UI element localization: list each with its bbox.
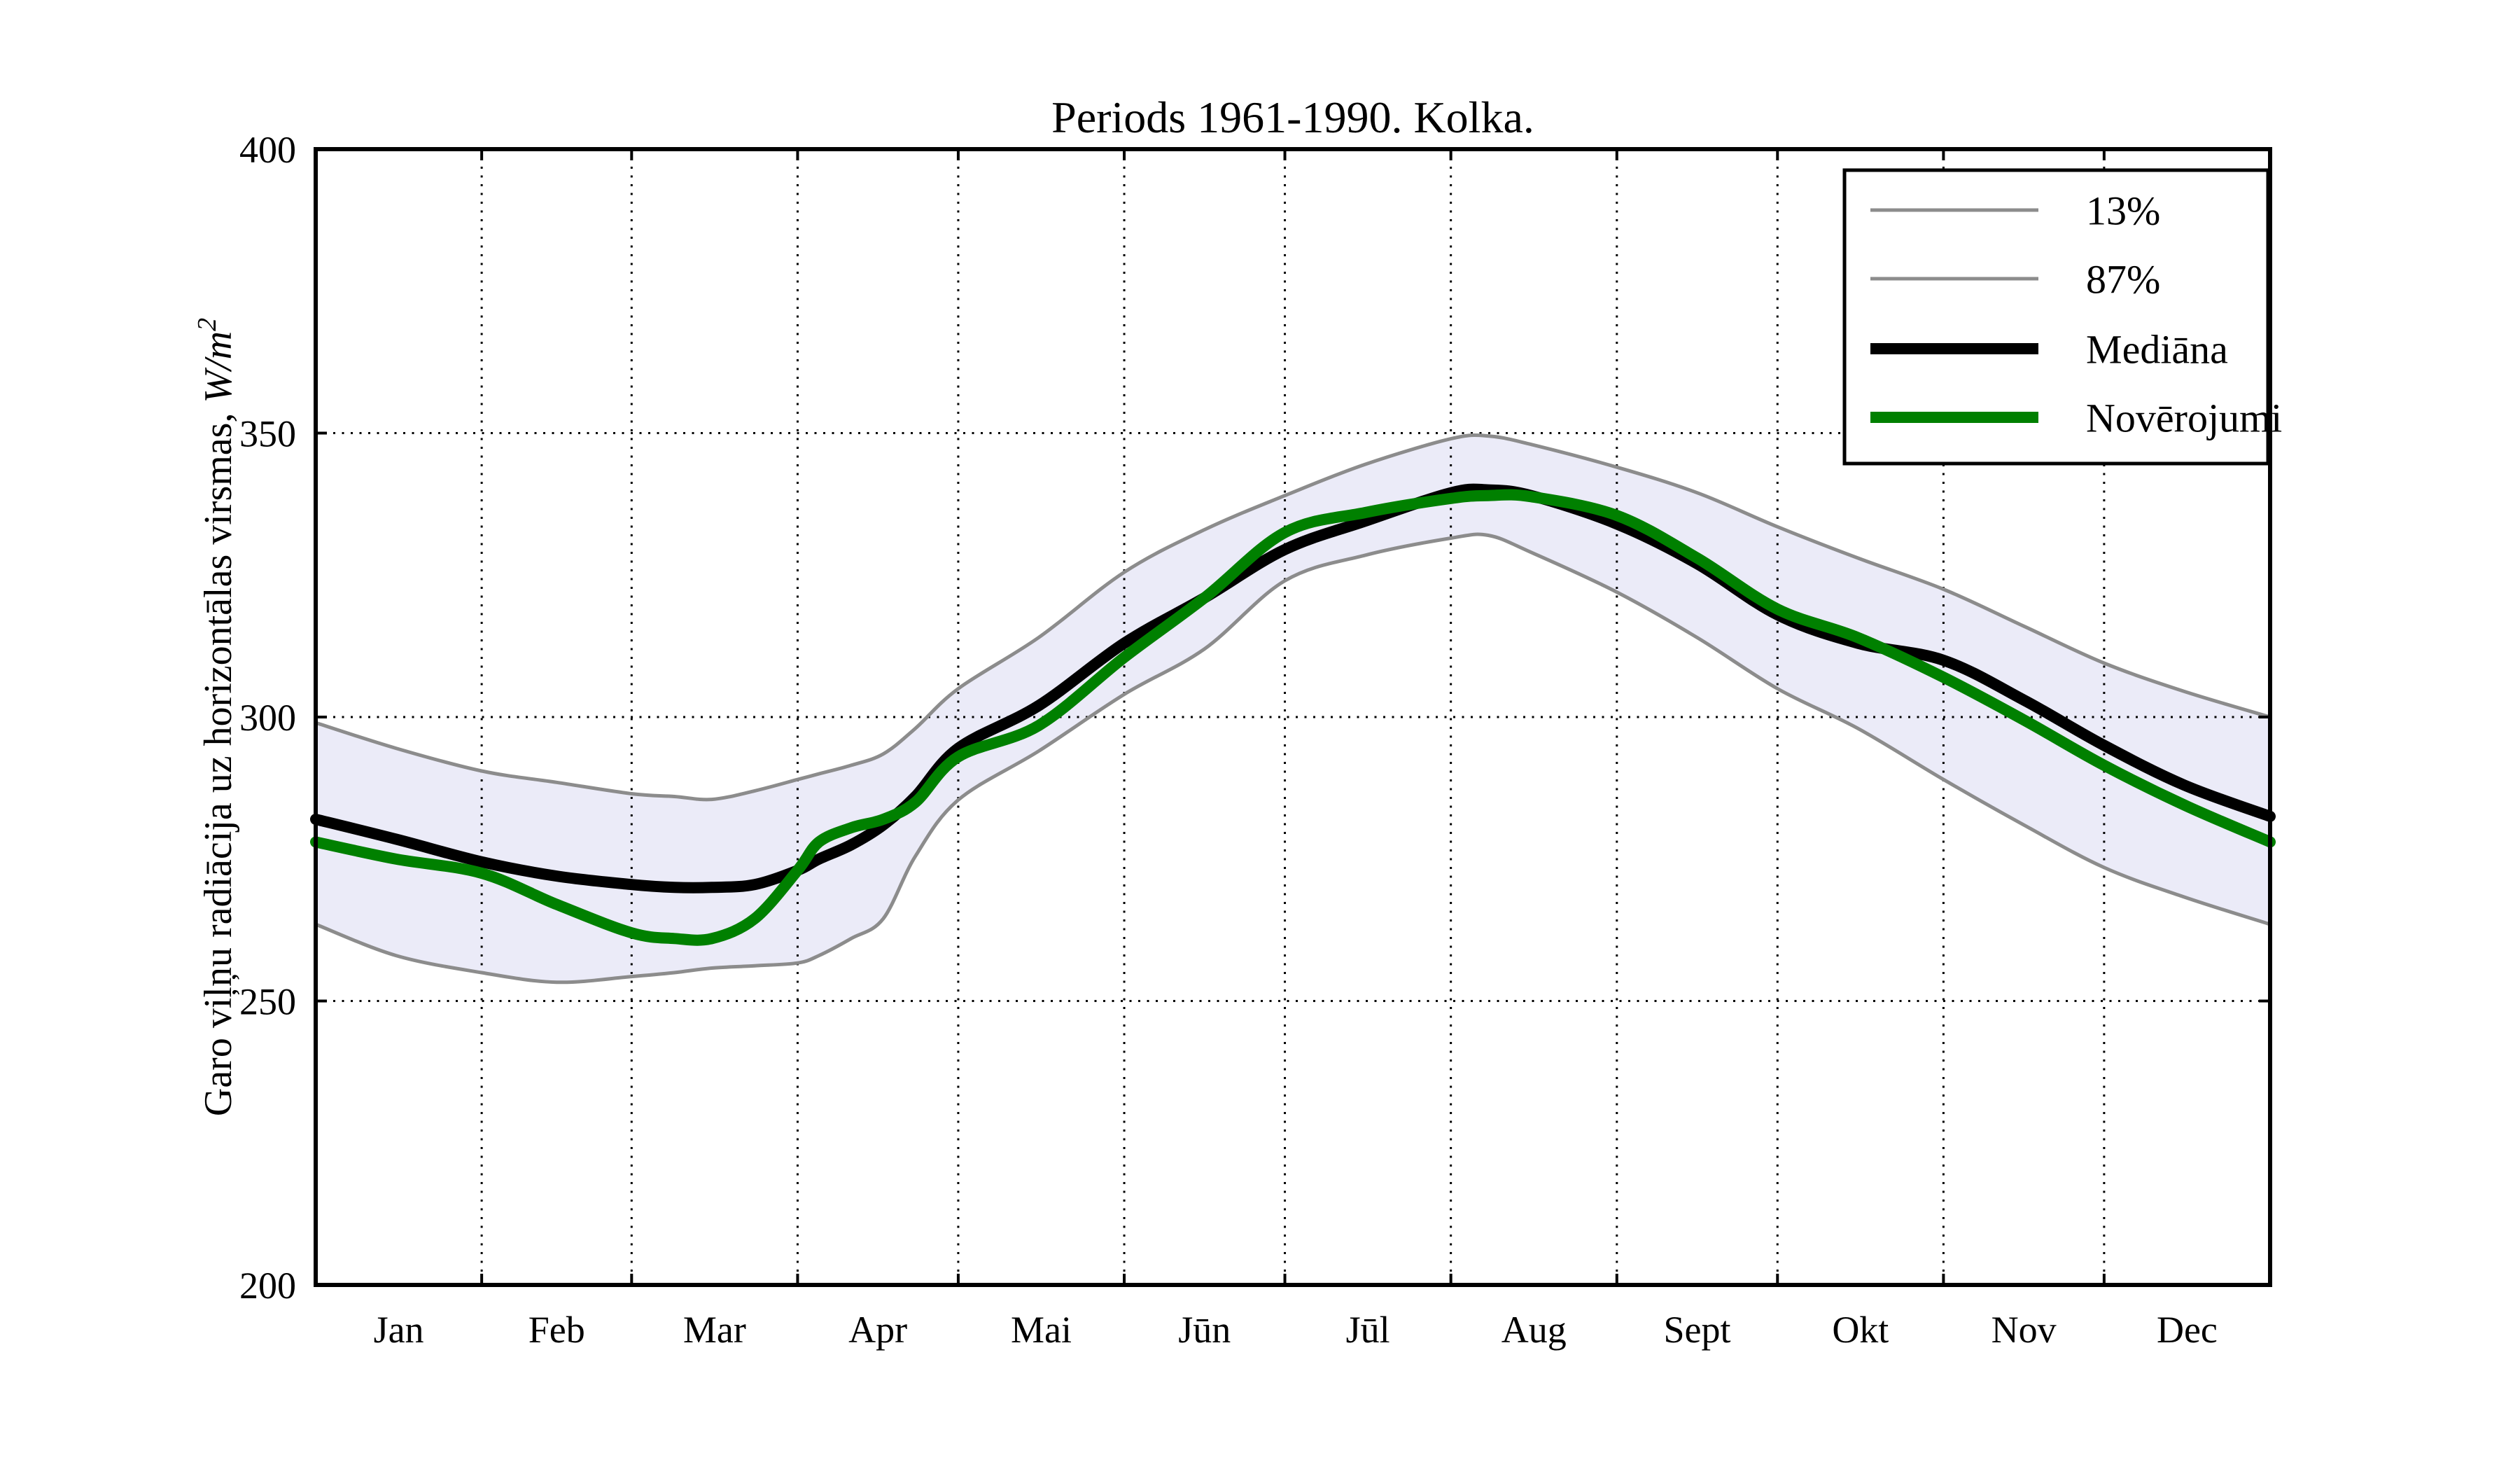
x-month-label: Dec: [2157, 1309, 2218, 1351]
y-axis-label-text: Garo viļņu radiācija uz horizontālas vir…: [197, 403, 240, 1117]
percentile-87-line: [315, 433, 2271, 802]
y-tick-label: 300: [239, 697, 296, 739]
x-month-label: Apr: [848, 1309, 907, 1351]
percentile-13-line: [315, 532, 2271, 985]
confidence-band: [316, 435, 2270, 982]
y-tick-label: 400: [239, 129, 296, 171]
y-axis-label: Garo viļņu radiācija uz horizontālas vir…: [192, 318, 240, 1116]
legend-item-87pct: 87%: [1870, 256, 2160, 302]
legend-label-noverojumi: Novērojumi: [2086, 395, 2282, 440]
x-month-label: Jūl: [1346, 1309, 1390, 1351]
y-axis-label-math: W/m: [197, 331, 240, 403]
y-tick-label: 200: [239, 1265, 296, 1307]
x-month-label: Feb: [528, 1309, 585, 1351]
legend: 13% 87% Mediāna Novērojumi: [1842, 168, 2282, 466]
x-month-label: Mar: [683, 1309, 746, 1351]
observations-line: [310, 489, 2276, 946]
x-month-label: Okt: [1832, 1309, 1889, 1351]
legend-item-13pct: 13%: [1870, 188, 2160, 233]
x-month-label: Aug: [1502, 1309, 1567, 1351]
y-axis-label-superscript: 2: [192, 318, 222, 331]
legend-label-13pct: 13%: [2086, 188, 2160, 233]
x-month-label: Sept: [1664, 1309, 1731, 1351]
y-tick-label: 350: [239, 412, 296, 454]
legend-label-mediana: Mediāna: [2086, 326, 2228, 372]
x-month-label: Jūn: [1178, 1309, 1231, 1351]
legend-label-87pct: 87%: [2086, 256, 2160, 302]
legend-item-mediana: Mediāna: [1870, 326, 2228, 372]
chart-title: Periods 1961-1990. Kolka.: [1051, 92, 1534, 142]
x-month-label: Mai: [1011, 1309, 1072, 1351]
x-month-label: Nov: [1991, 1309, 2057, 1351]
y-tick-label: 250: [239, 980, 296, 1022]
x-month-label: Jan: [374, 1309, 424, 1351]
legend-item-noverojumi: Novērojumi: [1870, 395, 2282, 440]
